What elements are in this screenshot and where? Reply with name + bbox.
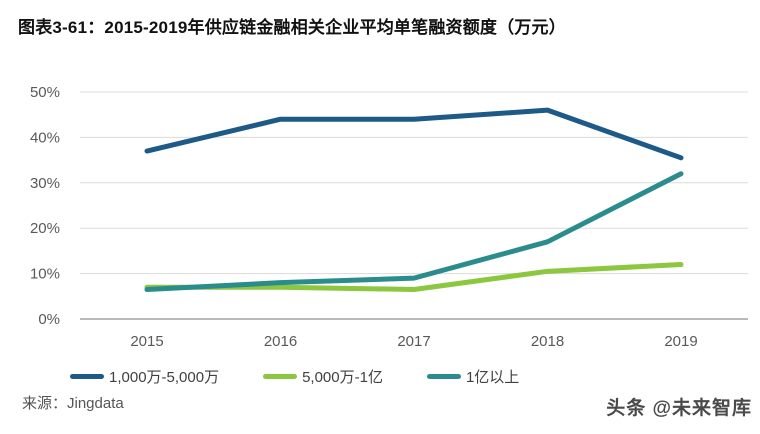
y-tick-label: 10% <box>30 266 60 283</box>
legend-label: 1亿以上 <box>465 369 520 386</box>
line-chart: 0% 10% 20% 30% 40% 50% 2015 2016 2017 2018 2019 <box>30 84 748 350</box>
x-tick-label: 2016 <box>264 333 297 350</box>
legend-label: 1,000万-5,000万 <box>109 369 220 386</box>
chart-title: 图表3-61：2015-2019年供应链金融相关企业平均单笔融资额度（万元） <box>18 18 566 37</box>
x-tick-label: 2018 <box>531 333 564 350</box>
legend-marker <box>263 374 298 379</box>
x-tick-label: 2019 <box>664 333 697 350</box>
x-tick-label: 2015 <box>130 333 163 350</box>
legend-marker <box>70 374 104 379</box>
x-tick-label: 2017 <box>397 333 430 350</box>
source-note: 来源：Jingdata <box>22 395 124 412</box>
legend-item: 5,000万-1亿 <box>263 366 383 387</box>
legend-item: 1亿以上 <box>426 366 520 387</box>
chart-legend: 1,000万-5,000万 5,000万-1亿 1亿以上 <box>70 366 519 387</box>
y-tick-label: 20% <box>30 220 60 237</box>
legend-label: 5,000万-1亿 <box>302 369 383 386</box>
legend-marker <box>426 374 461 379</box>
y-tick-label: 50% <box>30 84 60 101</box>
legend-item: 1,000万-5,000万 <box>70 366 219 387</box>
watermark: 头条 @未来智库 <box>606 398 752 419</box>
y-tick-label: 40% <box>30 129 60 146</box>
series-line <box>144 107 684 161</box>
series-line <box>144 171 684 292</box>
y-tick-label: 30% <box>30 175 60 192</box>
y-tick-label: 0% <box>38 311 60 328</box>
